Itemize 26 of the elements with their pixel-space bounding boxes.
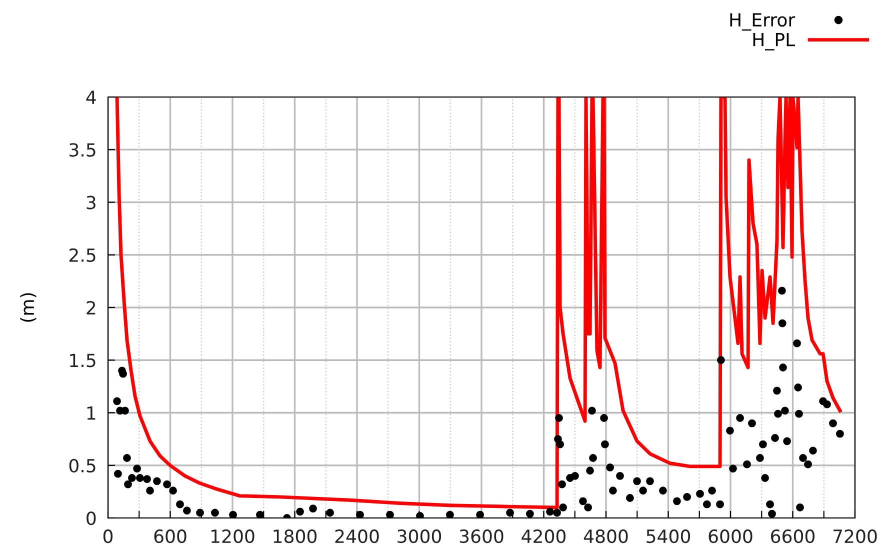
x-tick-label: 4800	[584, 529, 628, 544]
y-tick-label: 0	[86, 511, 96, 526]
legend-label: H_Error	[730, 13, 796, 31]
x-tick-label: 3600	[460, 529, 504, 544]
y-tick-label: 1	[87, 406, 96, 420]
y-axis-title: (m)	[20, 293, 36, 322]
y-tick-label: 3	[86, 196, 96, 210]
y-tick-label: 0.5	[69, 458, 96, 472]
y-tick-label: 3.5	[70, 143, 96, 157]
x-tick-label: 5400	[646, 529, 690, 544]
x-tick-label: 7200	[834, 529, 877, 544]
x-tick-label: 0	[103, 529, 113, 544]
line-series	[115, 97, 842, 510]
y-tick-label: 1.5	[70, 354, 96, 368]
x-tick-label: 1800	[274, 529, 317, 544]
y-tick-label: 2.5	[70, 248, 96, 262]
y-tick-label: 2	[86, 300, 96, 314]
x-tick-label: 1200	[212, 529, 254, 544]
x-tick-label: 2400	[335, 529, 379, 544]
x-tick-label: 6600	[771, 529, 815, 544]
x-tick-label: 600	[154, 529, 186, 544]
x-tick-label: 4200	[522, 529, 566, 544]
legend-label: H_PL	[753, 32, 796, 50]
x-tick-label: 3000	[398, 529, 442, 544]
x-tick-label: 6000	[708, 529, 752, 544]
y-tick-label: 4	[86, 90, 96, 104]
